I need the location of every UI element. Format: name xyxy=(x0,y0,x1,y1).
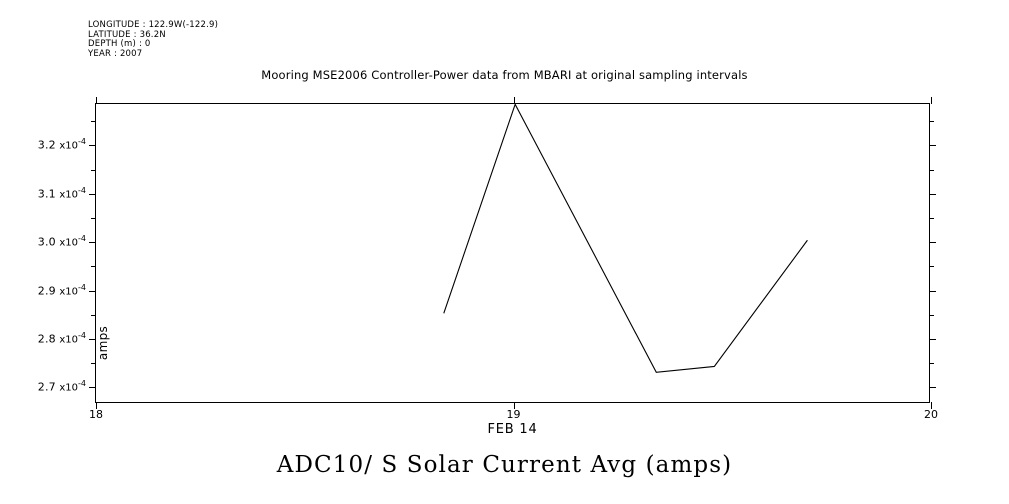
metadata-year: YEAR : 2007 xyxy=(88,48,143,59)
y-tick-major xyxy=(89,242,96,244)
y-tick-major xyxy=(89,338,96,340)
x-tick-label: 19 xyxy=(506,408,521,421)
x-tick-major-top xyxy=(513,97,515,104)
y-axis-title: amps xyxy=(96,325,110,361)
y-tick-minor-right xyxy=(929,266,934,268)
y-tick-label: 3.0 x10-4 xyxy=(37,234,86,249)
y-tick-minor xyxy=(91,314,96,316)
x-tick-major-top xyxy=(96,97,97,104)
x-tick-label: 20 xyxy=(924,408,938,421)
y-tick-major-right xyxy=(929,242,936,244)
y-tick-major-right xyxy=(929,290,936,292)
metadata-latitude: LATITUDE : 36.2N xyxy=(88,29,166,40)
y-tick-major xyxy=(89,290,96,292)
y-tick-minor xyxy=(91,121,96,123)
y-tick-major-right xyxy=(929,193,936,195)
x-axis-title: FEB 14 xyxy=(487,422,538,437)
y-tick-minor xyxy=(91,169,96,171)
y-tick-minor-right xyxy=(929,363,934,365)
y-tick-minor-right xyxy=(929,121,934,123)
y-tick-minor-right xyxy=(929,314,934,316)
y-tick-minor-right xyxy=(929,169,934,171)
data-line-chart xyxy=(443,104,808,373)
plot-area: 2.7 x10-4 2.8 x10-4 2.9 x10-4 3.0 x10-4 3.1 … xyxy=(38,97,938,421)
x-tick-major xyxy=(513,402,515,409)
data-series-line xyxy=(443,104,808,373)
y-tick-major-right xyxy=(929,145,936,147)
x-tick-major-top xyxy=(931,97,932,104)
y-tick-label: 3.2 x10-4 xyxy=(37,137,86,152)
y-tick-label: 2.8 x10-4 xyxy=(37,330,86,346)
y-tick-major-right xyxy=(929,338,936,340)
y-tick-minor xyxy=(91,266,96,268)
y-tick-label: 2.9 x10-4 xyxy=(37,282,86,298)
y-tick-label: 3.1 x10-4 xyxy=(37,185,86,201)
y-tick-minor xyxy=(91,363,96,365)
x-tick-major xyxy=(931,402,932,409)
y-tick-major-right xyxy=(929,387,936,389)
metadata-longitude: LONGITUDE : 122.9W(-122.9) xyxy=(88,20,219,30)
y-tick-major xyxy=(89,387,96,389)
y-tick-minor-right xyxy=(929,217,934,219)
figure-caption: ADC10/ S Solar Current Avg (amps) xyxy=(276,452,733,478)
metadata-depth: DEPTH (m) : 0 xyxy=(88,39,151,50)
chart-title: Mooring MSE2006 Controller-Power data fr… xyxy=(261,68,748,82)
x-tick-label: 18 xyxy=(89,408,103,421)
y-tick-label: 2.7 x10-4 xyxy=(37,379,86,394)
y-tick-major xyxy=(89,193,96,195)
y-tick-minor xyxy=(91,217,96,219)
x-tick-major xyxy=(96,402,97,409)
station-metadata: LONGITUDE : 122.9W(-122.9) LATITUDE : 36… xyxy=(88,20,219,59)
y-tick-major xyxy=(89,145,96,147)
